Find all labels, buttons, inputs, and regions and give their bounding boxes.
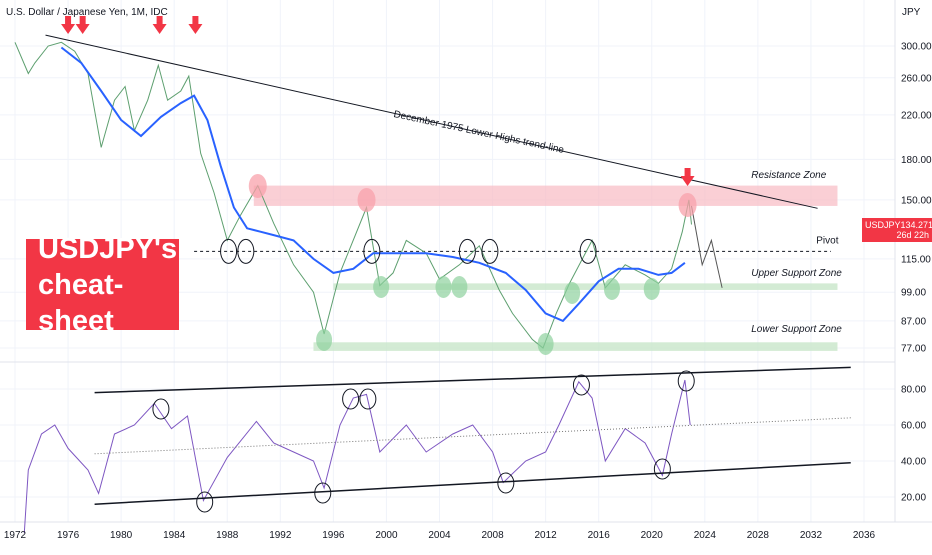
price-tick-label: 99.00 [901,288,926,299]
chart-title: U.S. Dollar / Japanese Yen, 1M, IDC [6,7,168,18]
x-tick-label: 2012 [535,530,558,541]
price-tick-label: 115.00 [901,254,931,265]
price-tick-label: 77.00 [901,344,926,355]
price-tick-label: 300.00 [901,42,932,53]
support-touch-marker [603,278,620,300]
x-tick-label: 2024 [694,530,717,541]
axis-layer: 1972 1976 1980 1984 1988 1992 1996 2000 2004 2008… [4,42,932,542]
grid-layer [0,0,932,523]
rsi-tick-label: 20.00 [901,493,926,504]
rsi-touch-marker [572,374,590,396]
x-tick-label: 2020 [641,530,664,541]
cheat-sheet-badge: USDJPY's cheat-sheet [26,233,179,337]
upper-support-zone [333,283,838,290]
x-tick-label: 2028 [747,530,770,541]
price-tick-label: 87.00 [901,316,926,327]
x-tick-label: 1984 [163,530,186,541]
resistance-zone [253,185,838,206]
projection-path [691,205,723,288]
badge-line-2: cheat-sheet [38,268,124,337]
x-tick-label: 1980 [110,530,133,541]
pivot-touch-marker [363,238,381,264]
resistance-touch-marker [357,188,376,212]
last-price-tag: USDJPY 134.271 26d 22h [862,218,932,242]
pivot-touch-marker [220,238,238,264]
support-touch-marker [537,333,554,355]
price-tag-countdown: 26d 22h [896,230,929,240]
price-tag-value: 134.271 [900,220,932,230]
down-arrow-icon [680,168,695,186]
down-arrow-icon [152,16,167,34]
support-touch-marker [451,276,468,298]
x-tick-label: 2000 [375,530,398,541]
price-tick-label: 180.00 [901,155,932,166]
markers-layer [61,16,697,513]
x-tick-label: 2036 [853,530,876,541]
rsi-touch-marker [653,458,671,480]
rsi-channel-top [94,366,851,394]
lower-support-zone [313,342,838,351]
rsi-touch-marker [342,388,360,410]
x-tick-label: 2008 [481,530,504,541]
rsi-channel-mid [94,417,851,455]
rsi-touch-marker [497,472,515,494]
rsi-line [23,379,691,534]
pivot-touch-marker [237,238,255,264]
x-tick-label: 1988 [216,530,239,541]
pivot-label: Pivot [816,235,838,246]
pivot-touch-marker [458,238,476,264]
rsi-channel-bottom [94,462,851,505]
x-tick-label: 1976 [57,530,80,541]
x-tick-label: 2032 [800,530,823,541]
ma-line [60,46,686,323]
support-touch-marker [316,329,333,351]
resistance-touch-marker [678,193,697,217]
lower-support-label: Lower Support Zone [751,324,842,335]
labels-layer: December 1975 Lower Highs trend-line Pivo… [392,109,842,335]
rsi-touch-marker [196,491,214,513]
down-arrow-icon [61,16,76,34]
pivot-touch-marker [579,238,597,264]
upper-support-label: Upper Support Zone [751,268,842,279]
rsi-tick-label: 40.00 [901,457,926,468]
support-touch-marker [564,282,581,304]
rsi-touch-marker [314,482,332,504]
rsi-tick-label: 80.00 [901,385,926,396]
down-arrow-icon [188,16,203,34]
price-tick-label: 220.00 [901,110,932,121]
resistance-touch-marker [248,174,267,198]
price-tick-label: 150.00 [901,195,932,206]
down-arrow-icon [75,16,90,34]
x-tick-label: 1972 [4,530,27,541]
support-touch-marker [435,276,452,298]
support-touch-marker [373,276,390,298]
x-tick-label: 1996 [322,530,345,541]
rsi-touch-marker [359,388,377,410]
support-touch-marker [643,278,660,300]
resistance-zone-label: Resistance Zone [751,170,826,181]
price-tick-label: 260.00 [901,73,932,84]
x-tick-label: 2016 [588,530,611,541]
rsi-touch-marker [677,370,695,392]
currency-label: JPY [902,7,921,18]
pivot-touch-marker [481,238,499,264]
rsi-touch-marker [152,398,170,420]
trendline-label: December 1975 Lower Highs trend-line [392,109,565,156]
badge-line-1: USDJPY's [38,232,178,265]
x-tick-label: 2004 [428,530,451,541]
rsi-tick-label: 60.00 [901,421,926,432]
price-tag-symbol: USDJPY [865,220,901,230]
x-tick-label: 1992 [269,530,292,541]
